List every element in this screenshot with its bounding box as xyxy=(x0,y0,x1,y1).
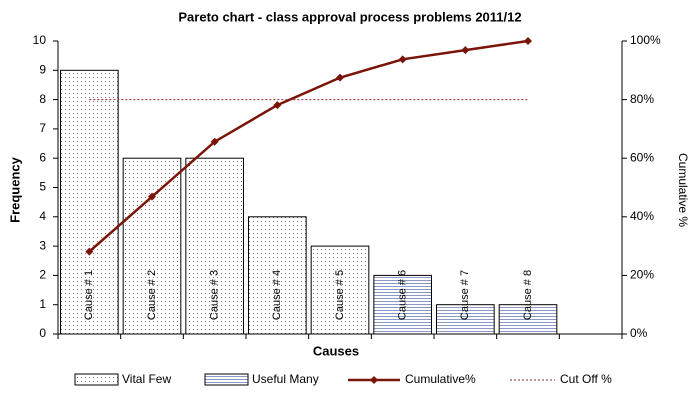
bar xyxy=(436,304,495,335)
category-label: Cause # 4 xyxy=(271,270,283,320)
chart-title: Pareto chart - class approval process pr… xyxy=(178,9,521,24)
marker xyxy=(85,247,94,256)
marker xyxy=(210,137,219,146)
marker xyxy=(273,101,282,110)
y-tick-label: 3 xyxy=(39,238,46,252)
y-tick-label: 5 xyxy=(39,180,46,194)
y2-tick-label: 60% xyxy=(630,150,654,164)
y-tick-label: 4 xyxy=(39,209,46,223)
category-label: Cause # 3 xyxy=(209,270,221,320)
category-label: Cause # 5 xyxy=(334,270,346,320)
y2-tick-label: 100% xyxy=(630,33,661,47)
marker xyxy=(398,55,407,64)
legend-label: Cut Off % xyxy=(560,372,612,386)
y-tick-label: 6 xyxy=(39,150,46,164)
legend-label: Vital Few xyxy=(122,372,171,386)
bar xyxy=(310,245,370,335)
y2-tick-label: 20% xyxy=(630,268,654,282)
y2-tick-label: 0% xyxy=(630,326,648,340)
y2-tick-label: 40% xyxy=(630,209,654,223)
marker xyxy=(461,46,470,55)
category-label: Cause # 6 xyxy=(397,270,409,320)
bar xyxy=(498,304,558,335)
y-tick-label: 8 xyxy=(39,92,46,106)
y-tick-label: 2 xyxy=(39,268,46,282)
legend-swatch xyxy=(74,373,119,386)
y-tick-label: 7 xyxy=(39,121,46,135)
y-tick-label: 0 xyxy=(39,326,46,340)
y-tick-label: 1 xyxy=(39,297,46,311)
category-label: Cause # 7 xyxy=(459,270,471,320)
bar xyxy=(122,157,182,335)
legend-label: Useful Many xyxy=(252,372,319,386)
y-tick-label: 9 xyxy=(39,62,46,76)
line xyxy=(88,39,529,253)
marker xyxy=(336,73,344,82)
legend-marker xyxy=(370,376,378,384)
legend-swatch xyxy=(204,373,249,386)
y2-axis-title: Cumulative % xyxy=(676,153,690,227)
bar xyxy=(373,274,432,335)
marker xyxy=(524,37,532,45)
category-label: Cause # 8 xyxy=(522,270,534,320)
legend-label: Cumulative% xyxy=(405,372,476,386)
bar xyxy=(185,157,244,335)
category-label: Cause # 2 xyxy=(146,270,158,320)
y-tick-label: 10 xyxy=(33,33,47,47)
y2-tick-label: 80% xyxy=(630,92,654,106)
x-axis-title: Causes xyxy=(313,343,359,358)
bar xyxy=(60,69,119,335)
category-label: Cause # 1 xyxy=(83,270,95,320)
y-axis-title: Frequency xyxy=(7,156,22,223)
marker xyxy=(148,192,156,201)
bar xyxy=(248,216,307,335)
